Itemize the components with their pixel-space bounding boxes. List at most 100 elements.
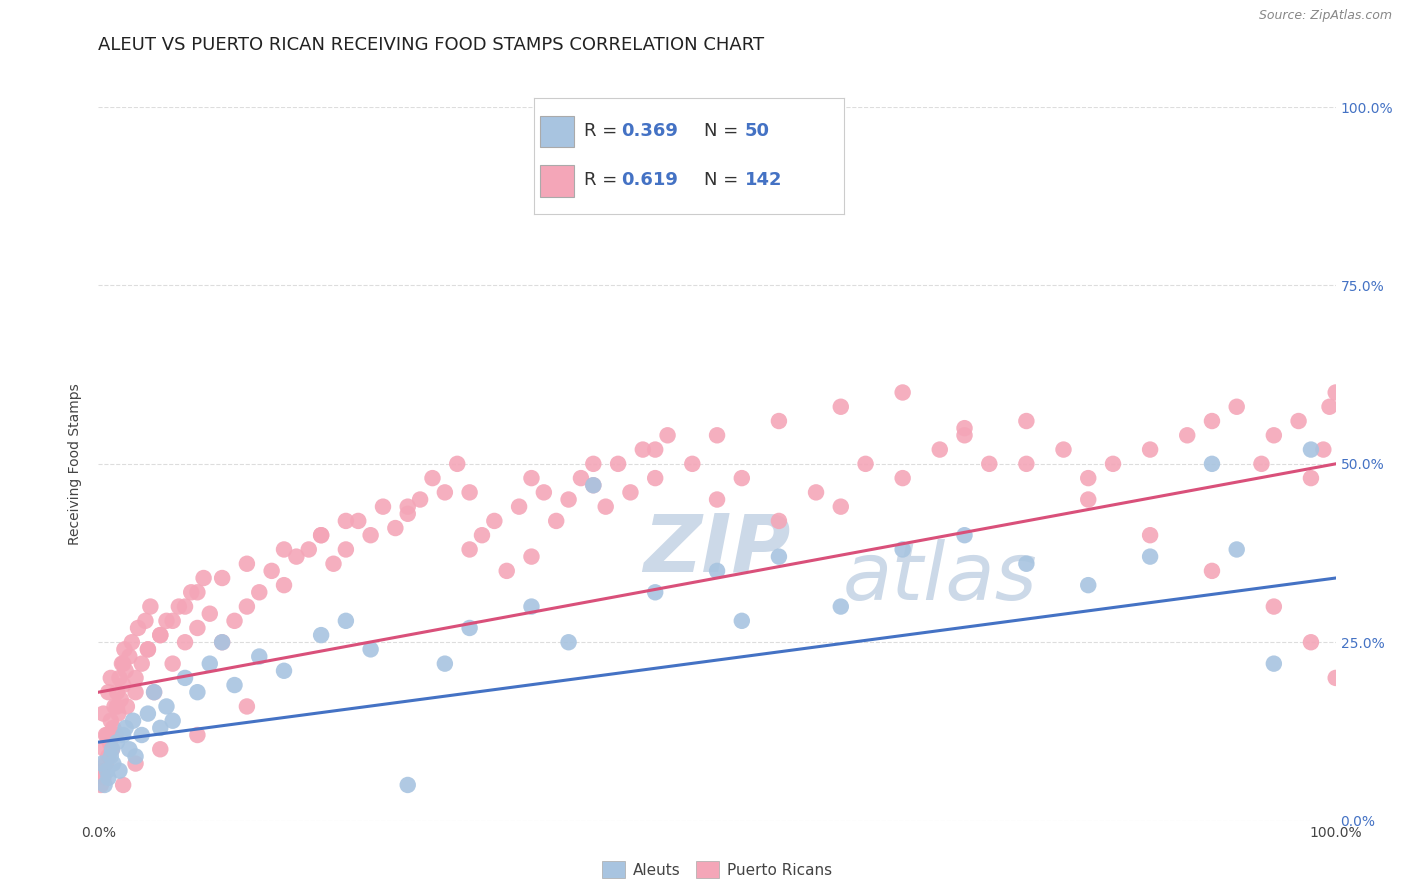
- Point: [309, 628, 332, 642]
- Point: [174, 635, 197, 649]
- Point: [211, 635, 233, 649]
- Point: [273, 578, 295, 592]
- Point: [557, 492, 579, 507]
- Point: [100, 671, 122, 685]
- Point: [107, 706, 129, 721]
- Point: [112, 778, 135, 792]
- Point: [520, 549, 543, 564]
- Point: [335, 614, 357, 628]
- Point: [174, 671, 197, 685]
- Point: [546, 514, 568, 528]
- Point: [108, 671, 131, 685]
- Text: 142: 142: [745, 171, 782, 189]
- Point: [98, 735, 121, 749]
- Point: [136, 642, 159, 657]
- Point: [124, 749, 146, 764]
- Point: [1263, 599, 1285, 614]
- Point: [122, 714, 145, 728]
- Point: [533, 485, 555, 500]
- Point: [155, 614, 177, 628]
- Point: [458, 485, 481, 500]
- Point: [108, 764, 131, 778]
- Point: [124, 685, 146, 699]
- Point: [103, 699, 125, 714]
- Point: [1052, 442, 1074, 457]
- Point: [186, 728, 208, 742]
- Point: [731, 614, 754, 628]
- Point: [1139, 549, 1161, 564]
- Point: [143, 685, 166, 699]
- Point: [458, 621, 481, 635]
- Point: [96, 764, 118, 778]
- Point: [1201, 414, 1223, 428]
- Point: [100, 714, 122, 728]
- Point: [1324, 385, 1347, 400]
- Point: [298, 542, 321, 557]
- Point: [93, 778, 115, 792]
- Point: [114, 664, 136, 678]
- Point: [1077, 492, 1099, 507]
- Point: [322, 557, 344, 571]
- Point: [360, 642, 382, 657]
- Point: [1139, 528, 1161, 542]
- Point: [1299, 442, 1322, 457]
- Text: 50: 50: [745, 121, 769, 139]
- Point: [198, 607, 221, 621]
- Point: [953, 421, 976, 435]
- Point: [644, 442, 666, 457]
- Point: [1312, 442, 1334, 457]
- Point: [93, 706, 115, 721]
- Point: [97, 749, 120, 764]
- Point: [458, 542, 481, 557]
- Point: [103, 721, 125, 735]
- Point: [121, 635, 143, 649]
- Point: [236, 599, 259, 614]
- Point: [247, 585, 270, 599]
- Point: [224, 678, 246, 692]
- Point: [134, 614, 156, 628]
- Point: [97, 771, 120, 785]
- Point: [186, 685, 208, 699]
- Point: [644, 585, 666, 599]
- Point: [607, 457, 630, 471]
- Point: [706, 564, 728, 578]
- Point: [335, 542, 357, 557]
- Point: [94, 728, 117, 742]
- Point: [1226, 542, 1249, 557]
- Point: [236, 699, 259, 714]
- Point: [91, 764, 114, 778]
- Text: ALEUT VS PUERTO RICAN RECEIVING FOOD STAMPS CORRELATION CHART: ALEUT VS PUERTO RICAN RECEIVING FOOD STA…: [98, 36, 765, 54]
- Point: [112, 657, 135, 671]
- Point: [768, 549, 790, 564]
- Point: [1077, 578, 1099, 592]
- Point: [830, 500, 852, 514]
- Point: [1319, 400, 1341, 414]
- Point: [198, 657, 221, 671]
- Point: [127, 621, 149, 635]
- Point: [180, 585, 202, 599]
- Point: [103, 756, 125, 771]
- Text: R =: R =: [583, 171, 623, 189]
- Point: [105, 699, 128, 714]
- Point: [110, 692, 132, 706]
- Point: [105, 735, 128, 749]
- Point: [706, 428, 728, 442]
- FancyBboxPatch shape: [540, 116, 575, 147]
- Point: [91, 756, 114, 771]
- Point: [657, 428, 679, 442]
- Point: [520, 599, 543, 614]
- Point: [484, 514, 506, 528]
- Point: [90, 778, 112, 792]
- Point: [273, 542, 295, 557]
- Point: [557, 635, 579, 649]
- Point: [96, 728, 118, 742]
- Point: [508, 500, 530, 514]
- Point: [118, 742, 141, 756]
- Point: [979, 457, 1001, 471]
- Point: [273, 664, 295, 678]
- Point: [1201, 564, 1223, 578]
- Text: 0.369: 0.369: [621, 121, 678, 139]
- Point: [124, 671, 146, 685]
- Point: [619, 485, 641, 500]
- Point: [433, 657, 456, 671]
